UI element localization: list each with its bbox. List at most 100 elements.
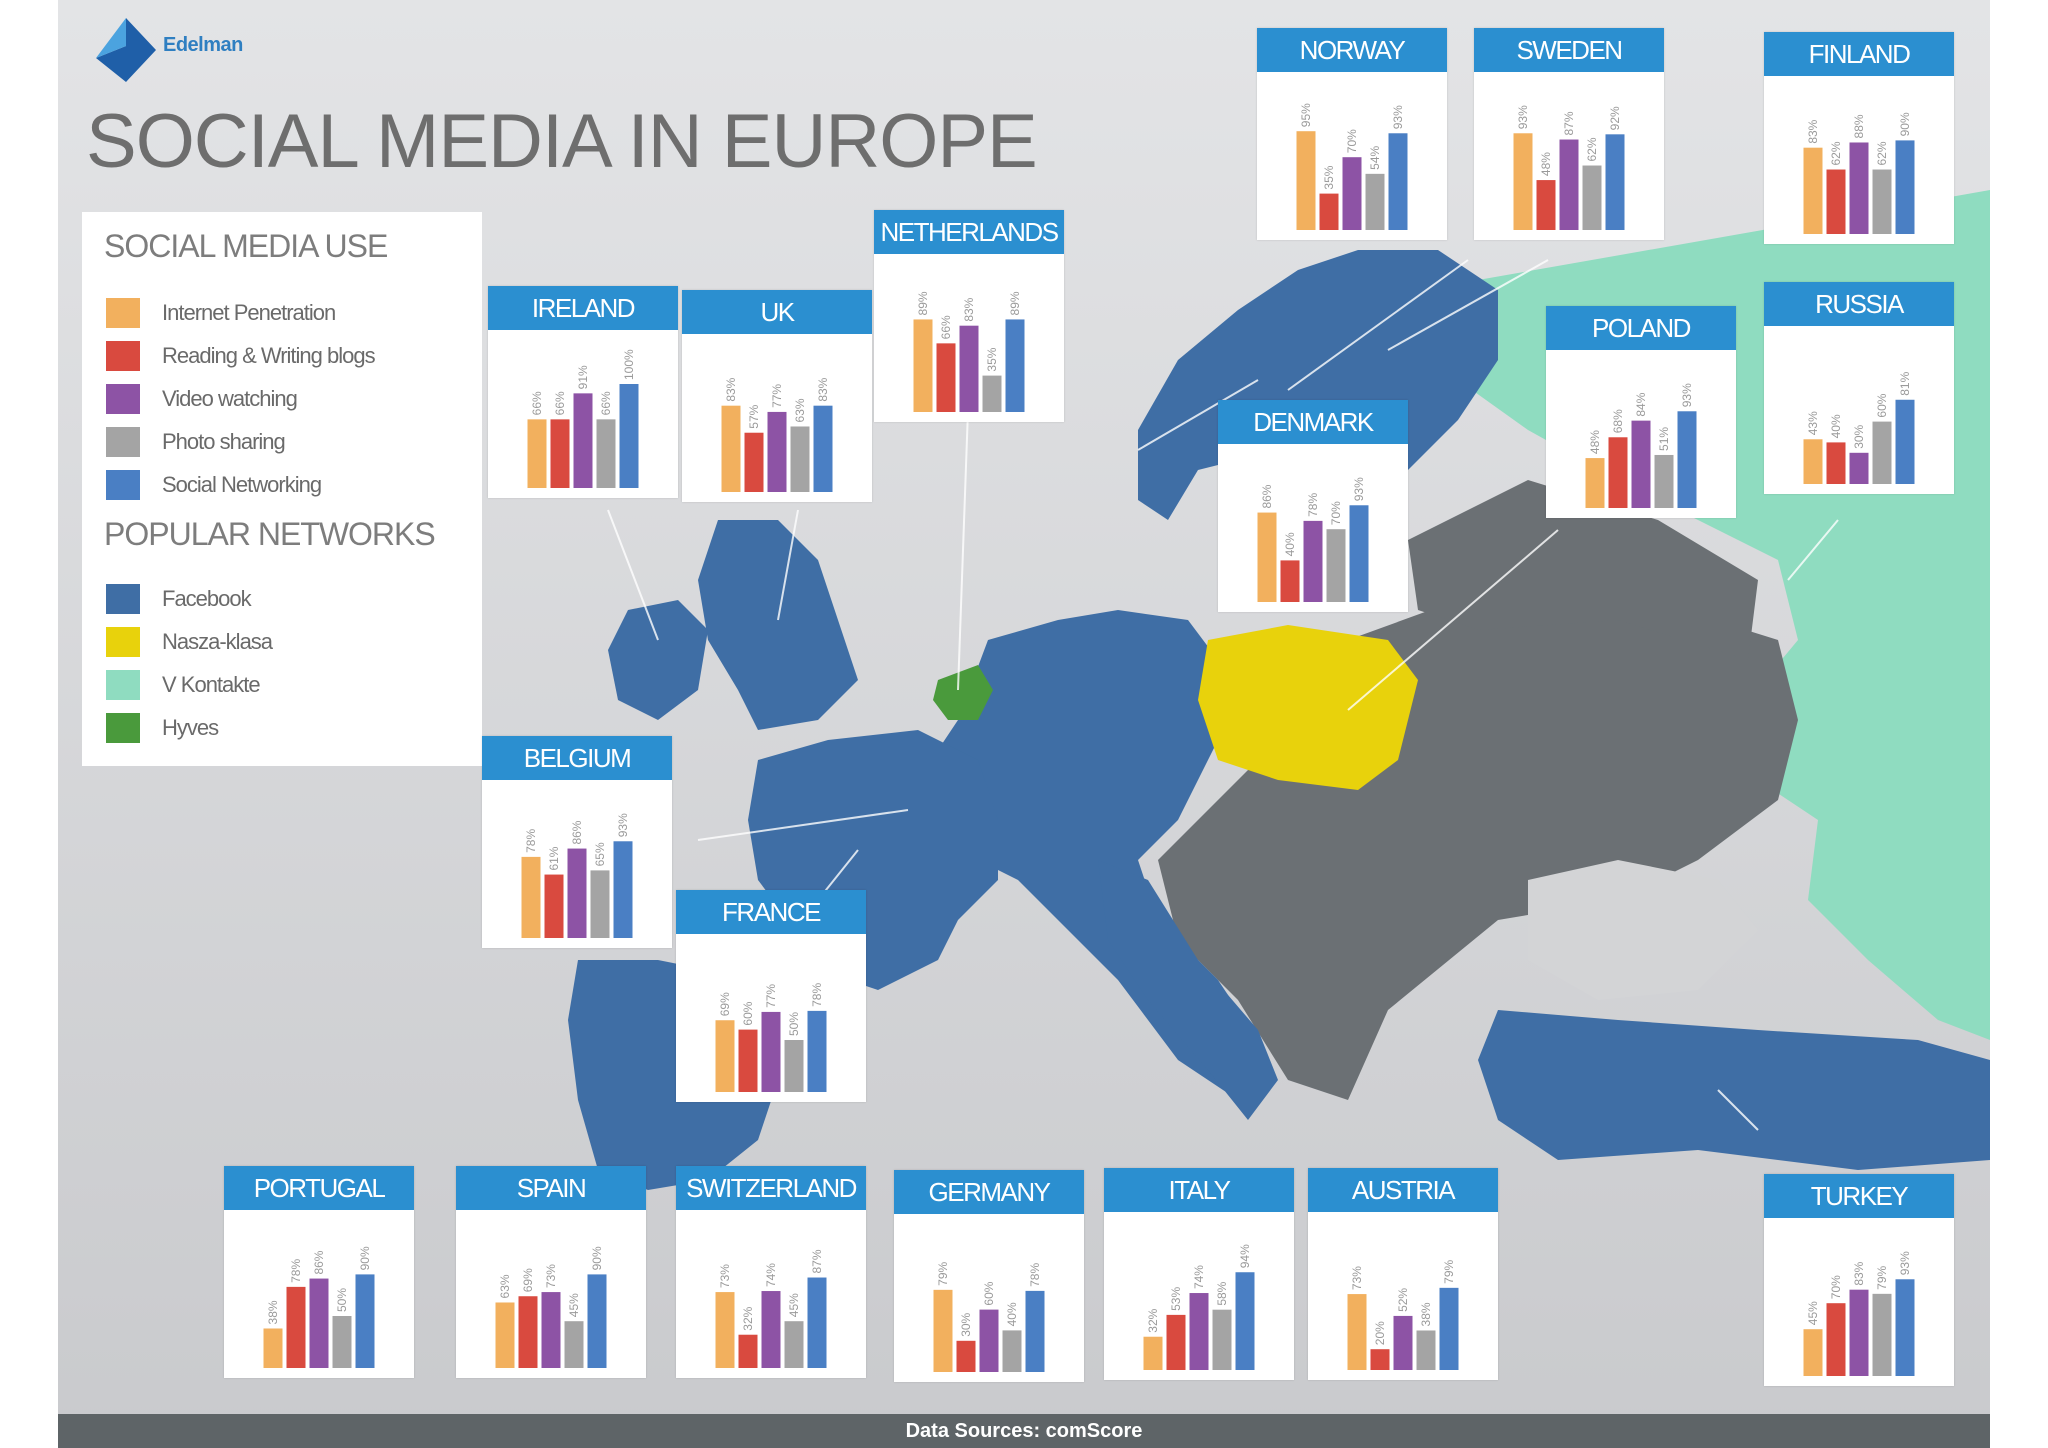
bar-value-label: 51%: [1657, 427, 1671, 451]
edelman-logo-icon: [96, 18, 156, 82]
bar-value-label: 90%: [1898, 112, 1912, 136]
bar: [573, 393, 593, 488]
bar-value-label: 43%: [1806, 411, 1820, 435]
bar-value-label: 91%: [576, 365, 590, 389]
bar: [1654, 454, 1674, 508]
bar-value-label: 66%: [553, 391, 567, 415]
bar: [286, 1286, 306, 1368]
bar: [1189, 1293, 1209, 1370]
bar-value-label: 66%: [599, 391, 613, 415]
bar: [590, 870, 610, 938]
bar-value-label: 73%: [544, 1264, 558, 1288]
bar-value-label: 74%: [764, 1263, 778, 1287]
country-bar-chart: 43% 40% 30% 60% 81%: [1803, 371, 1915, 484]
country-bar-chart: 45% 70% 83% 79% 93%: [1803, 1251, 1915, 1376]
bar-value-label: 89%: [916, 291, 930, 315]
legend-item: Photo sharing: [106, 425, 476, 459]
bar: [1349, 505, 1369, 602]
bar: [956, 1340, 976, 1372]
bar: [1370, 1349, 1390, 1370]
bar: [1582, 165, 1602, 230]
country-name: IRELAND: [488, 286, 678, 330]
country-name: TURKEY: [1764, 1174, 1954, 1218]
bar: [1826, 169, 1846, 234]
country-card: NETHERLANDS 89% 66% 83% 35% 89%: [874, 210, 1064, 422]
bar-value-label: 48%: [1539, 152, 1553, 176]
bar: [1342, 157, 1362, 230]
bar-value-label: 50%: [335, 1288, 349, 1312]
footer-bar: Data Sources: comScore: [58, 1414, 1990, 1448]
bar-value-label: 53%: [1169, 1287, 1183, 1311]
legend-heading-use: SOCIAL MEDIA USE: [104, 228, 388, 264]
legend-label: Internet Penetration: [162, 300, 336, 325]
country-name: AUSTRIA: [1308, 1168, 1498, 1212]
country-name: FINLAND: [1764, 32, 1954, 76]
country-bar-chart: 73% 20% 52% 38% 79%: [1347, 1259, 1459, 1370]
bar: [982, 375, 1002, 412]
bar-value-label: 62%: [1875, 141, 1889, 165]
infographic: Edelman SOCIAL MEDIA IN EUROPE SOCIAL ME…: [58, 0, 1990, 1448]
bar: [1872, 421, 1892, 484]
bar: [721, 405, 741, 492]
bar: [1631, 420, 1651, 508]
country-name: PORTUGAL: [224, 1166, 414, 1210]
bar-value-label: 93%: [1352, 477, 1366, 501]
legend-item: V Kontakte: [106, 668, 476, 702]
bar: [979, 1309, 999, 1372]
country-card: FINLAND 83% 62% 88% 62% 90%: [1764, 32, 1954, 244]
country-card: UK 83% 57% 77% 63% 83%: [682, 290, 872, 502]
bar: [1895, 1279, 1915, 1376]
bar-value-label: 100%: [622, 349, 636, 380]
bar-value-label: 94%: [1238, 1244, 1252, 1268]
bar: [564, 1321, 584, 1368]
bar-value-label: 30%: [959, 1312, 973, 1336]
bar: [544, 874, 564, 938]
bar: [784, 1040, 804, 1092]
map-region-turkey: [1478, 1010, 1990, 1170]
bar: [1559, 139, 1579, 230]
bar: [1388, 133, 1408, 230]
country-name: UK: [682, 290, 872, 334]
country-bar-chart: 93% 48% 87% 62% 92%: [1513, 105, 1625, 230]
bar: [1849, 142, 1869, 234]
bar: [1143, 1336, 1163, 1370]
bar: [1303, 520, 1323, 602]
bar-value-label: 40%: [1005, 1302, 1019, 1326]
bar-value-label: 38%: [1419, 1302, 1433, 1326]
bar-value-label: 38%: [266, 1300, 280, 1324]
country-card: NORWAY 95% 35% 70% 54% 93%: [1257, 28, 1447, 240]
country-bar-chart: 63% 69% 73% 45% 90%: [495, 1246, 607, 1368]
legend-label: Video watching: [162, 386, 298, 411]
bar: [332, 1316, 352, 1368]
country-card: ITALY 32% 53% 74% 58% 94%: [1104, 1168, 1294, 1380]
bar: [767, 411, 787, 492]
country-bar-chart: 86% 40% 78% 70% 93%: [1257, 477, 1369, 602]
country-bar-chart: 89% 66% 83% 35% 89%: [913, 291, 1025, 412]
country-name: SWEDEN: [1474, 28, 1664, 72]
country-name: DENMARK: [1218, 400, 1408, 444]
bar-value-label: 79%: [936, 1261, 950, 1285]
bar-value-label: 93%: [1516, 105, 1530, 129]
bar: [1849, 452, 1869, 484]
legend-label: Hyves: [162, 715, 219, 740]
bar-value-label: 95%: [1299, 103, 1313, 127]
bar: [761, 1291, 781, 1368]
bar: [613, 841, 633, 938]
bar: [744, 432, 764, 492]
bar: [541, 1292, 561, 1368]
bar-value-label: 62%: [1829, 141, 1843, 165]
country-card: IRELAND 66% 66% 91% 66% 100%: [488, 286, 678, 498]
bar: [1280, 560, 1300, 602]
edelman-logo: [92, 18, 292, 82]
bar: [1166, 1314, 1186, 1370]
country-card: PORTUGAL 38% 78% 86% 50% 90%: [224, 1166, 414, 1378]
bar: [596, 419, 616, 488]
bar: [550, 419, 570, 488]
map-connector-lines: [607, 259, 1839, 1131]
bar-value-label: 86%: [312, 1250, 326, 1274]
bar-value-label: 45%: [787, 1293, 801, 1317]
bar: [355, 1274, 375, 1368]
bar: [1212, 1309, 1232, 1370]
bar-value-label: 88%: [1852, 114, 1866, 138]
legend-panel: SOCIAL MEDIA USE Internet Penetration Rea…: [82, 212, 482, 766]
